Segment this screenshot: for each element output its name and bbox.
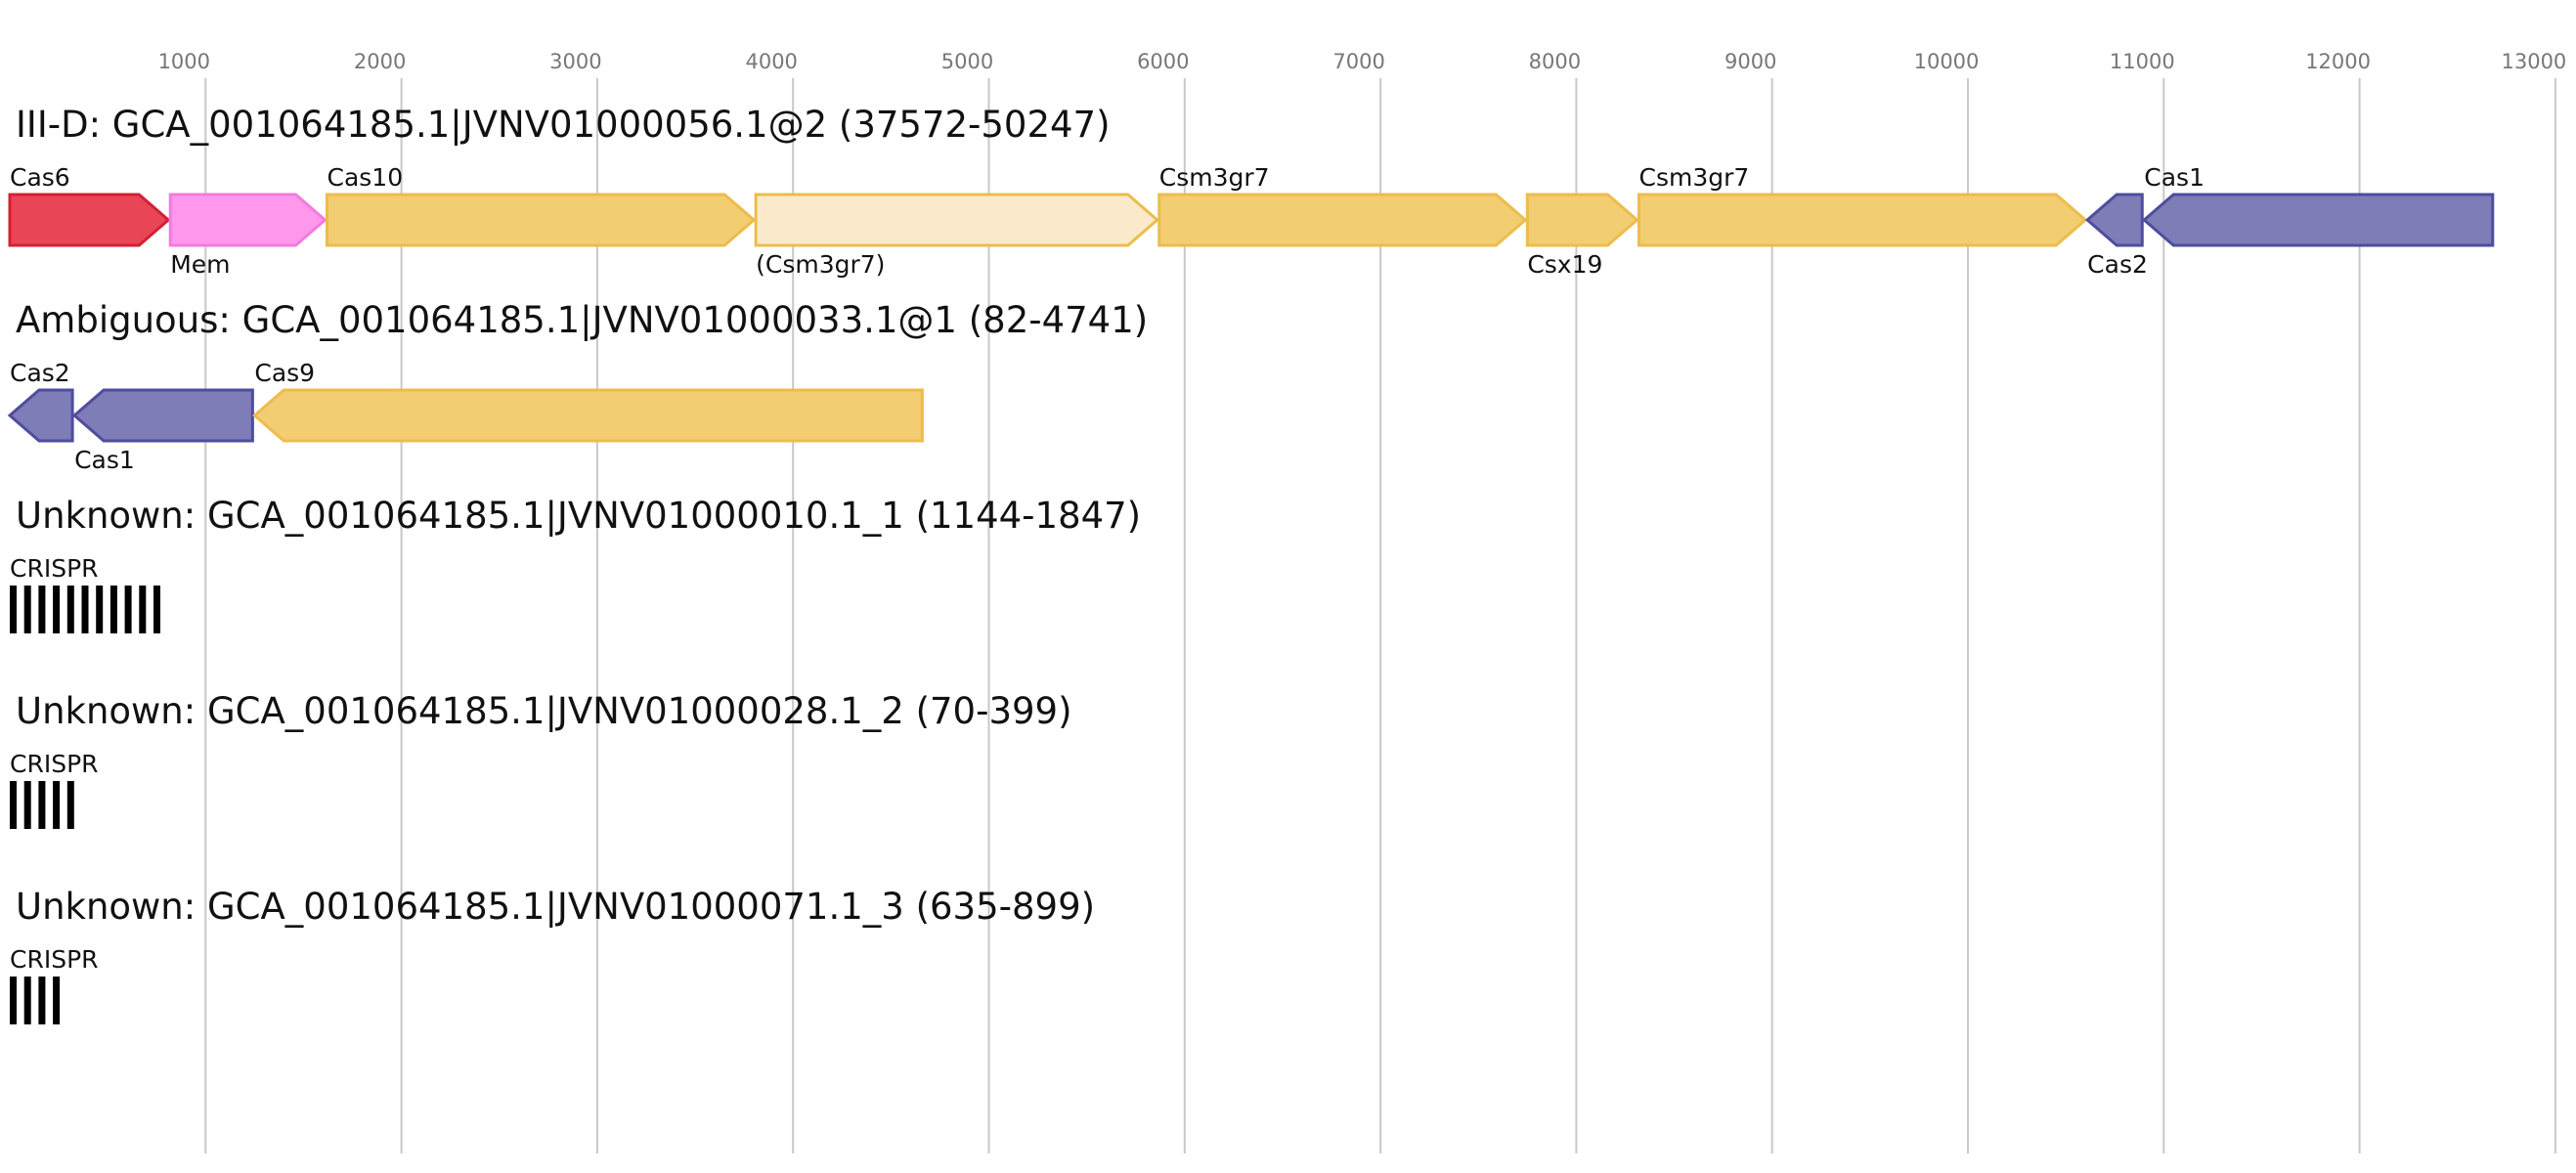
track: III-D: GCA_001064185.1|JVNV01000056.1@2 … bbox=[8, 104, 2495, 279]
crispr-repeat bbox=[23, 586, 31, 633]
gene-label: Csm3gr7 bbox=[1638, 163, 1749, 192]
gene-arrow bbox=[325, 193, 757, 247]
crispr-repeat bbox=[109, 586, 117, 633]
tick-label: 5000 bbox=[941, 50, 993, 73]
track: Ambiguous: GCA_001064185.1|JVNV01000033.… bbox=[7, 299, 1148, 474]
crispr-repeat bbox=[139, 586, 147, 633]
crispr-repeat bbox=[38, 977, 46, 1024]
tick-label: 13000 bbox=[2501, 50, 2566, 73]
gene-arrow bbox=[754, 193, 1160, 247]
tick-label: 7000 bbox=[1332, 50, 1384, 73]
track-title: Unknown: GCA_001064185.1|JVNV01000071.1_… bbox=[16, 886, 1095, 928]
tracks: III-D: GCA_001064185.1|JVNV01000056.1@2 … bbox=[7, 104, 2495, 1024]
tick-label: 2000 bbox=[354, 50, 406, 73]
gene-arrow bbox=[1157, 193, 1528, 247]
crispr-repeat bbox=[10, 586, 17, 633]
gene-arrow bbox=[2084, 193, 2144, 247]
crispr-repeat bbox=[53, 586, 61, 633]
track-title: Unknown: GCA_001064185.1|JVNV01000010.1_… bbox=[16, 495, 1141, 537]
crispr-repeat bbox=[38, 781, 46, 829]
gene-label: Cas10 bbox=[327, 163, 403, 192]
crispr-repeat bbox=[81, 586, 89, 633]
gene-arrow bbox=[252, 388, 924, 443]
track: Unknown: GCA_001064185.1|JVNV01000071.1_… bbox=[10, 886, 1095, 1024]
gene-label: (Csm3gr7) bbox=[756, 250, 885, 279]
tick-label: 11000 bbox=[2110, 50, 2175, 73]
tick-label: 9000 bbox=[1725, 50, 1776, 73]
track-title: III-D: GCA_001064185.1|JVNV01000056.1@2 … bbox=[16, 104, 1111, 146]
track-title: Unknown: GCA_001064185.1|JVNV01000028.1_… bbox=[16, 690, 1072, 732]
gene-label: Csm3gr7 bbox=[1159, 163, 1270, 192]
crispr-label: CRISPR bbox=[10, 750, 99, 778]
gene-label: Cas1 bbox=[74, 446, 135, 474]
crispr-repeat bbox=[10, 977, 17, 1024]
crispr-repeat bbox=[10, 781, 17, 829]
gene-arrow bbox=[1637, 193, 2088, 247]
gene-label: Mem bbox=[170, 250, 230, 279]
gene-label: Csx19 bbox=[1527, 250, 1602, 279]
crispr-repeat bbox=[53, 977, 61, 1024]
crispr-label: CRISPR bbox=[10, 945, 99, 974]
gene-arrow bbox=[1525, 193, 1639, 247]
gene-label: Cas1 bbox=[2144, 163, 2205, 192]
gene-arrow bbox=[2141, 193, 2495, 247]
gene-label: Cas9 bbox=[254, 359, 315, 387]
gene-arrow bbox=[71, 388, 254, 443]
tick-label: 12000 bbox=[2305, 50, 2371, 73]
gene-label: Cas2 bbox=[10, 359, 70, 387]
tick-label: 1000 bbox=[158, 50, 210, 73]
gene-arrow bbox=[8, 193, 171, 247]
gene-label: Cas2 bbox=[2087, 250, 2148, 279]
tick-label: 4000 bbox=[745, 50, 797, 73]
crispr-label: CRISPR bbox=[10, 554, 99, 583]
gene-arrow bbox=[7, 388, 74, 443]
crispr-repeat bbox=[23, 781, 31, 829]
crispr-repeat bbox=[66, 781, 74, 829]
crispr-repeat bbox=[23, 977, 31, 1024]
gene-arrow bbox=[168, 193, 327, 247]
gene-label: Cas6 bbox=[10, 163, 70, 192]
crispr-repeat bbox=[38, 586, 46, 633]
track: Unknown: GCA_001064185.1|JVNV01000010.1_… bbox=[10, 495, 1141, 633]
tick-label: 6000 bbox=[1137, 50, 1189, 73]
axis-grid: 1000 2000 3000 4000 5000 6000 7000 8000 9000 1000… bbox=[158, 50, 2566, 1153]
track: Unknown: GCA_001064185.1|JVNV01000028.1_… bbox=[10, 690, 1072, 829]
tick-label: 10000 bbox=[1914, 50, 1980, 73]
track-title: Ambiguous: GCA_001064185.1|JVNV01000033.… bbox=[16, 299, 1148, 341]
tick-label: 8000 bbox=[1529, 50, 1581, 73]
crispr-repeat bbox=[124, 586, 132, 633]
crispr-repeat bbox=[153, 586, 160, 633]
crispr-repeat bbox=[53, 781, 61, 829]
crispr-repeat bbox=[96, 586, 104, 633]
tick-label: 3000 bbox=[549, 50, 601, 73]
crispr-repeat bbox=[66, 586, 74, 633]
